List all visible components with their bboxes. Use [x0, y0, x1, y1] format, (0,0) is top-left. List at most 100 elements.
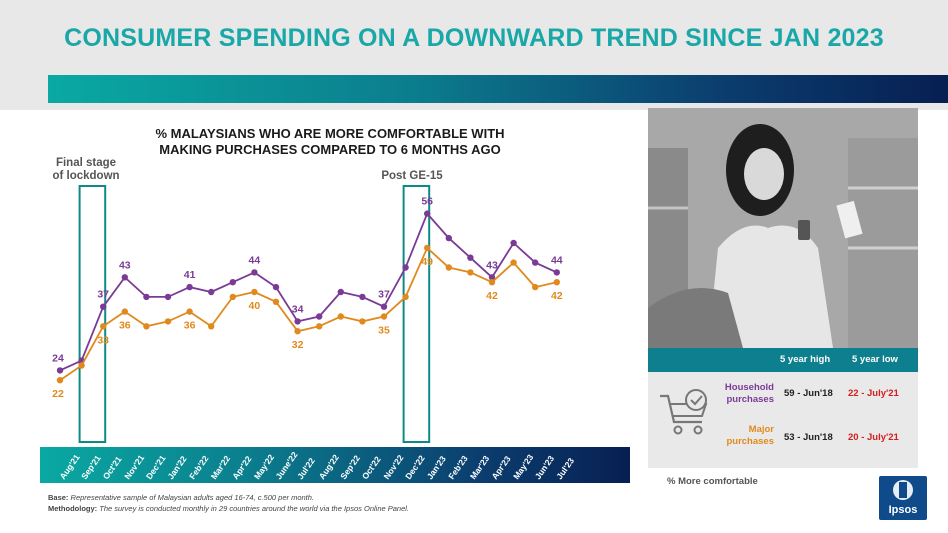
point-0-18: [445, 234, 452, 242]
point-0-21: [510, 239, 517, 247]
point-1-2: [100, 323, 107, 330]
point-1-0: [56, 377, 64, 384]
row-household-label: Household purchases: [708, 382, 774, 406]
data-label-household-9: 44: [249, 254, 261, 266]
point-1-21: [510, 259, 517, 266]
row-major-low: 20 - July'21: [848, 432, 899, 443]
month-label-16: Dec'22: [403, 453, 427, 481]
shopper-photo: [648, 108, 918, 348]
point-0-12: [316, 313, 323, 320]
month-label-9: May'22: [252, 452, 276, 481]
data-label-major-20: 42: [486, 290, 498, 302]
month-label-6: Feb'22: [187, 453, 211, 481]
point-1-6: [186, 308, 193, 315]
point-1-1: [78, 362, 85, 369]
point-1-7: [208, 323, 215, 330]
logo-text: Ipsos: [888, 504, 918, 516]
methodology-label: Methodology:: [48, 504, 98, 513]
month-label-2: Oct'21: [101, 454, 124, 481]
row-household-high: 59 - Jun'18: [784, 388, 833, 399]
lockdown-callout: Final stage of lockdown: [46, 157, 126, 183]
point-0-23: [553, 269, 560, 276]
chart-title-line2: MAKING PURCHASES COMPARED TO 6 MONTHS AG…: [159, 142, 501, 157]
point-1-17: [424, 244, 431, 252]
data-label-household-11: 34: [292, 303, 304, 315]
stats-table-body: [648, 372, 918, 468]
data-label-household-2: 37: [97, 289, 109, 301]
point-1-15: [380, 313, 388, 320]
data-label-household-6: 41: [184, 269, 196, 281]
data-label-major-3: 36: [119, 320, 131, 332]
ipsos-logo: Ipsos: [879, 476, 927, 520]
data-label-major-9: 40: [249, 300, 261, 312]
point-1-16: [402, 293, 409, 301]
month-label-0: Aug'21: [57, 452, 81, 481]
point-1-22: [532, 283, 539, 291]
data-label-major-2: 33: [97, 334, 109, 346]
highlight-box-1: [402, 185, 431, 443]
point-0-15: [380, 303, 388, 310]
logo-mark: [893, 480, 913, 500]
data-label-major-0: 22: [52, 388, 64, 400]
chart-title: % MALAYSIANS WHO ARE MORE COMFORTABLE WI…: [120, 126, 540, 158]
point-0-14: [359, 293, 366, 301]
data-label-major-6: 36: [184, 320, 196, 332]
data-label-household-15: 37: [378, 289, 390, 301]
data-label-household-23: 44: [551, 254, 563, 266]
data-label-major-23: 42: [551, 290, 563, 302]
month-label-5: Jan'22: [165, 454, 188, 481]
point-1-23: [553, 279, 560, 286]
point-1-5: [164, 318, 172, 325]
month-label-23: Jul'23: [554, 456, 576, 481]
data-label-household-17: 56: [421, 196, 433, 208]
point-0-0: [56, 367, 64, 374]
month-label-20: Apr'23: [489, 454, 512, 481]
point-1-4: [143, 323, 150, 330]
data-label-major-17: 49: [421, 256, 433, 268]
data-label-household-0: 24: [52, 352, 64, 364]
point-0-4: [143, 293, 150, 301]
point-0-17: [424, 210, 431, 217]
more-comfortable-note: % More comfortable: [667, 476, 758, 487]
point-1-10: [272, 298, 280, 305]
series-line-1: [59, 246, 557, 381]
row-household-label-2: purchases: [726, 394, 774, 405]
month-label-1: Sep'21: [79, 453, 103, 481]
point-0-7: [208, 288, 215, 296]
point-1-8: [229, 293, 236, 301]
month-label-18: Feb'23: [446, 453, 470, 481]
month-label-15: Nov'22: [381, 453, 405, 482]
point-0-22: [532, 259, 539, 266]
month-label-4: Dec'21: [144, 453, 168, 481]
point-1-20: [488, 279, 496, 286]
point-1-3: [121, 308, 128, 315]
month-label-3: Nov'21: [122, 453, 146, 482]
month-label-22: Jun'23: [533, 453, 557, 481]
row-major-label: Major purchases: [708, 424, 774, 448]
stats-table-header: [648, 348, 918, 372]
point-0-2: [100, 303, 107, 310]
month-label-12: Aug'22: [317, 452, 341, 481]
month-label-7: Mar'22: [209, 453, 233, 481]
point-1-12: [316, 323, 323, 330]
base-text: Representative sample of Malaysian adult…: [68, 493, 314, 502]
month-label-19: Mar'23: [468, 453, 492, 481]
point-0-9: [251, 269, 258, 276]
row-household-low: 22 - July'21: [848, 388, 899, 399]
point-0-6: [186, 283, 193, 291]
point-0-13: [337, 288, 344, 296]
row-major-label-2: purchases: [726, 436, 774, 447]
highlight-box-0: [78, 185, 107, 443]
row-household-label-1: Household: [724, 382, 774, 393]
row-major-high: 53 - Jun'18: [784, 432, 833, 443]
data-label-household-3: 43: [119, 259, 131, 271]
point-1-18: [445, 264, 452, 271]
point-1-13: [337, 313, 344, 320]
month-label-13: Sep'22: [338, 453, 362, 481]
cart-check-icon: [660, 389, 708, 435]
series-line-0: [59, 211, 558, 372]
point-1-19: [467, 269, 474, 276]
point-0-20: [488, 274, 496, 281]
data-label-household-20: 43: [486, 259, 498, 271]
